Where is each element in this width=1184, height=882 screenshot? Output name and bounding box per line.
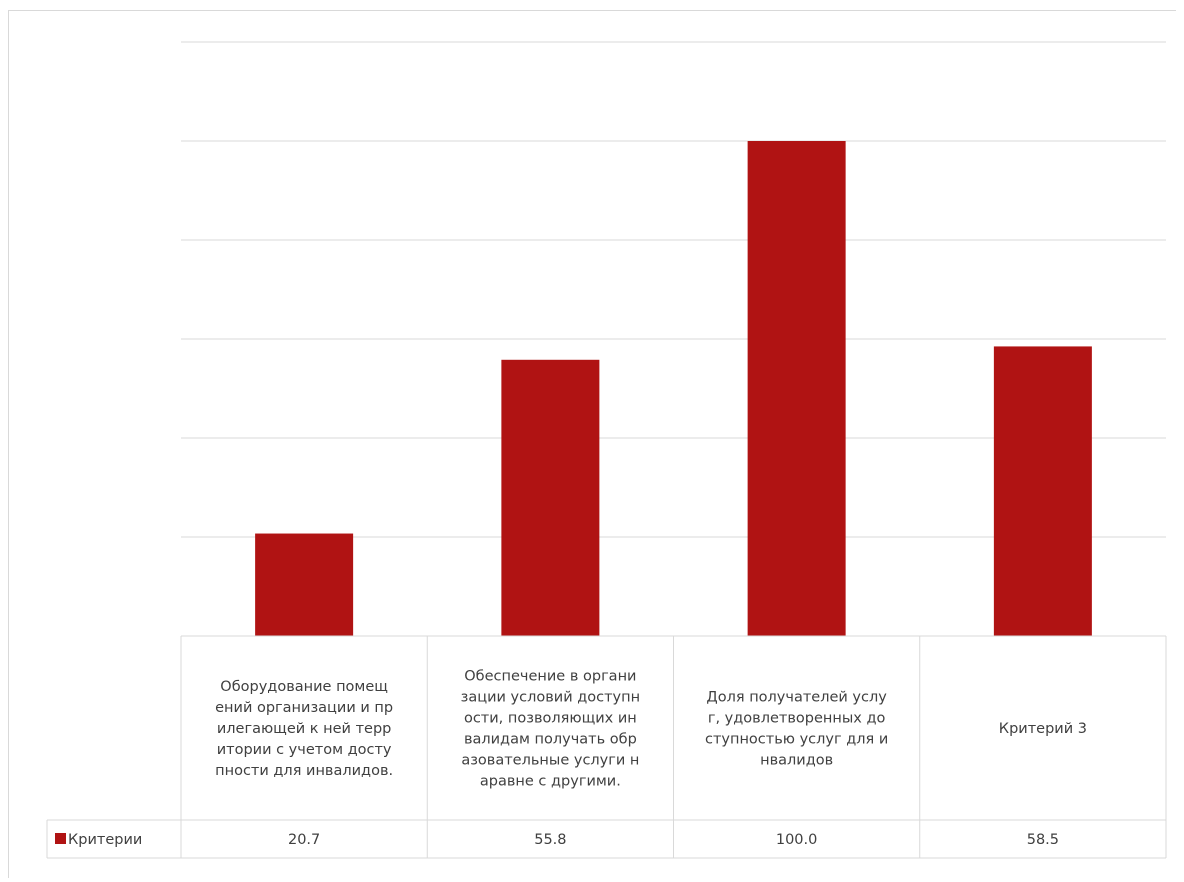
category-label-2-line-2: ступностью услуг для и [705,732,888,748]
category-label-2: Доля получателей услу г, удовлетворенных … [705,690,888,769]
category-label-1-line-1: зации условий доступн [461,690,640,706]
category-label-0-line-4: пности для инвалидов. [215,763,393,779]
category-label-1: Обеспечение в органи зации условий доступ… [461,669,640,790]
bars [255,141,1092,636]
value-label-1: 55.8 [534,832,566,848]
category-label-0-line-3: итории с учетом досту [217,742,392,758]
category-label-3-line-0: Критерий 3 [999,721,1087,737]
category-label-3: Критерий 3 [999,721,1087,737]
category-label-1-line-3: валидам получать обр [464,732,637,748]
category-label-1-line-5: аравне с другими. [480,774,621,790]
data-table: Оборудование помещ ений организации и пр и… [46,635,1167,859]
category-label-1-line-2: ости, позволяющих ин [464,711,637,727]
bar-2 [747,141,846,636]
bar-0 [255,533,354,636]
category-label-1-line-4: азовательные услуги н [461,753,639,769]
category-label-2-line-1: г, удовлетворенных до [708,711,886,727]
legend-swatch [55,833,66,844]
category-label-2-line-3: нвалидов [760,753,833,769]
value-label-3: 58.5 [1027,832,1059,848]
value-label-2: 100.0 [776,832,818,848]
bar-1 [501,359,600,636]
category-label-0-line-2: илегающей к ней терр [217,721,392,737]
category-label-0-line-1: ений организации и пр [215,700,393,716]
value-label-0: 20.7 [288,832,320,848]
bar-3 [993,346,1092,636]
legend-series-name: Критерии [68,832,142,848]
category-label-0: Оборудование помещ ений организации и пр и… [215,679,393,779]
category-label-2-line-0: Доля получателей услу [706,690,887,706]
category-label-0-line-0: Оборудование помещ [220,679,388,695]
category-label-1-line-0: Обеспечение в органи [464,669,636,685]
chart-frame [8,10,1176,878]
